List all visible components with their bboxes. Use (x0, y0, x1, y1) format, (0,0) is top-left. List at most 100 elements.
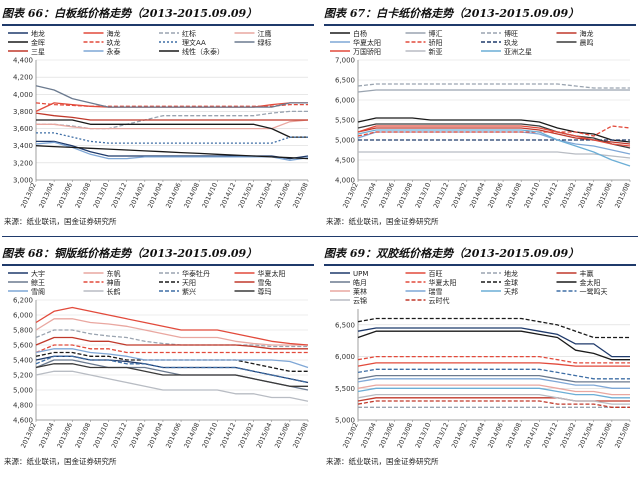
x-tick-label: 2015/06 (273, 421, 292, 449)
series-line (357, 330, 630, 361)
x-tick-label: 2013/08 (74, 181, 93, 209)
series-line (35, 348, 309, 369)
y-tick-label: 6,000 (13, 312, 33, 320)
y-tick-label: 7,000 (335, 57, 355, 65)
legend-label: 海龙 (107, 29, 121, 38)
x-tick-label: 2013/08 (74, 421, 93, 449)
series-line (357, 125, 631, 137)
y-tick-label: 3,600 (13, 125, 33, 133)
series-line (35, 344, 308, 354)
series-line (35, 363, 308, 387)
legend-label: 博汇 (429, 29, 443, 38)
x-tick-label: 2015/04 (577, 421, 596, 449)
x-tick-label: 2013/06 (377, 181, 396, 209)
legend-label: 华泰牡丹 (182, 269, 210, 278)
series-line (357, 384, 630, 396)
series-line (36, 140, 309, 160)
series-line (357, 123, 631, 149)
chart-source: 来源：纸业联讯，国金证券研究所 (4, 457, 117, 466)
x-tick-label: 2014/06 (486, 181, 505, 209)
chart-source: 来源：纸业联讯，国金证券研究所 (4, 217, 117, 226)
x-tick-label: 2014/02 (450, 421, 469, 449)
x-tick-label: 2014/04 (468, 181, 487, 209)
x-tick-label: 2015/02 (559, 421, 578, 449)
legend-label: 博旺 (504, 29, 518, 38)
legend-label: 金球 (504, 278, 518, 287)
legend-label: 海龙 (580, 29, 594, 38)
x-tick-label: 2015/06 (273, 181, 292, 209)
x-tick-label: 2013/02 (341, 181, 360, 209)
x-tick-label: 2014/02 (128, 421, 147, 449)
chart-source: 来源：纸业联讯，国金证券研究所 (326, 457, 439, 466)
legend-label: 鲸王 (31, 278, 45, 287)
x-tick-label: 2013/12 (110, 181, 129, 209)
chart-title: 图表 67：白卡纸价格走势（2013-2015.09.09） (324, 4, 636, 26)
y-tick-label: 5,800 (13, 327, 33, 335)
x-tick-label: 2013/04 (359, 421, 378, 449)
x-tick-label: 2015/06 (595, 181, 614, 209)
y-tick-label: 4,000 (13, 91, 33, 99)
x-tick-label: 2015/04 (255, 421, 274, 449)
x-tick-label: 2015/02 (559, 181, 578, 209)
x-tick-label: 2013/04 (37, 421, 56, 449)
series-line (35, 355, 309, 384)
x-tick-label: 2014/02 (128, 181, 147, 209)
legend-label: 尊玛 (258, 287, 272, 296)
y-tick-label: 4,800 (13, 402, 33, 410)
x-tick-label: 2014/10 (522, 181, 541, 209)
chart-title: 图表 68：铜版纸价格走势（2013-2015.09.09） (2, 244, 314, 266)
x-tick-label: 2014/10 (200, 181, 219, 209)
x-tick-label: 2013/08 (396, 421, 415, 449)
legend-label: 百旺 (429, 270, 443, 278)
series-line (357, 387, 630, 399)
legend-label: 紫兴 (182, 287, 196, 296)
y-tick-label: 4,000 (335, 177, 355, 185)
y-tick-label: 5,000 (335, 137, 355, 145)
x-tick-label: 2013/06 (55, 181, 74, 209)
y-tick-label: 6,000 (335, 97, 355, 105)
chart-panel-offset: 图表 69：双胶纸价格走势（2013-2015.09.09） UPM 百旺 地龙 丰赢… (324, 244, 636, 472)
legend-label: 一鹭鸣天 (580, 287, 608, 296)
y-tick-label: 3,400 (13, 142, 33, 150)
y-tick-label: 3,000 (13, 177, 33, 185)
y-tick-label: 5,000 (335, 417, 355, 425)
x-tick-label: 2014/12 (541, 421, 560, 449)
x-tick-label: 2014/12 (541, 181, 560, 209)
x-tick-label: 2014/06 (164, 421, 183, 449)
series-line (35, 329, 308, 348)
series-line (35, 102, 308, 107)
legend-label: 晨鸣 (580, 38, 594, 47)
legend-label: 瑞雪 (429, 287, 443, 296)
x-tick-label: 2013/02 (19, 181, 38, 209)
series-line (357, 362, 630, 367)
series-line (35, 336, 308, 350)
x-tick-label: 2013/12 (432, 181, 451, 209)
legend-label: 三星 (31, 48, 45, 56)
x-tick-label: 2014/06 (486, 421, 505, 449)
chart-title: 图表 66：白板纸价格走势（2013-2015.09.09） (2, 4, 314, 26)
section-divider (2, 236, 638, 237)
legend-label: 白杨 (353, 29, 367, 38)
y-tick-label: 6,500 (335, 321, 355, 329)
series-line (357, 125, 631, 147)
series-line (35, 141, 309, 161)
series-line (357, 393, 630, 405)
x-tick-label: 2014/12 (219, 181, 238, 209)
series-line (357, 117, 631, 143)
x-tick-label: 2013/02 (341, 421, 360, 449)
series-line (35, 351, 308, 372)
series-line (357, 317, 630, 339)
legend-label: 地龙 (504, 269, 518, 278)
x-tick-label: 2013/12 (110, 421, 129, 449)
x-tick-label: 2014/12 (219, 421, 238, 449)
legend-label: 云时代 (429, 296, 450, 305)
legend-label: 地龙 (31, 29, 45, 38)
series-line (357, 374, 630, 383)
x-tick-label: 2013/10 (414, 421, 433, 449)
x-tick-label: 2013/02 (19, 421, 38, 449)
legend-label: 江鹰 (258, 29, 272, 38)
y-tick-label: 5,500 (335, 385, 355, 393)
